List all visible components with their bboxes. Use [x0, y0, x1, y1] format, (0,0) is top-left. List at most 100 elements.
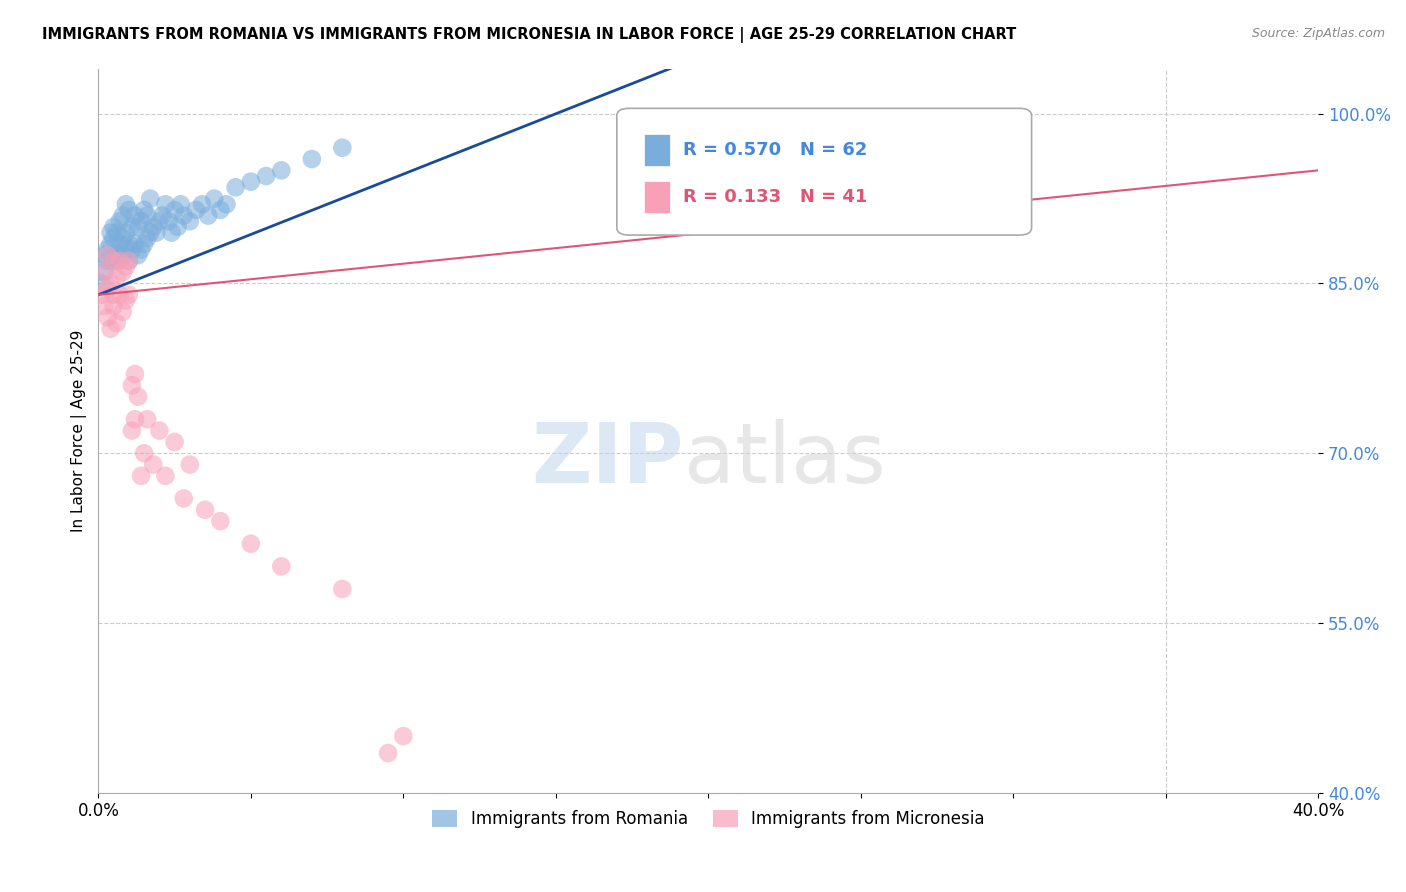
Point — [114, 197, 136, 211]
Point — [100, 277, 122, 291]
Point — [173, 491, 195, 506]
Point — [103, 253, 125, 268]
Point — [129, 468, 152, 483]
Point — [148, 424, 170, 438]
Point — [132, 446, 155, 460]
Point — [93, 299, 115, 313]
Point — [118, 202, 141, 217]
Point — [111, 305, 134, 319]
Point — [127, 219, 149, 234]
Text: R = 0.570   N = 62: R = 0.570 N = 62 — [683, 141, 868, 159]
Point — [103, 231, 125, 245]
Point — [93, 248, 115, 262]
Point — [132, 202, 155, 217]
Point — [111, 209, 134, 223]
Point — [114, 260, 136, 274]
FancyBboxPatch shape — [617, 108, 1032, 235]
Point — [96, 248, 118, 262]
Point — [100, 226, 122, 240]
Point — [121, 378, 143, 392]
Point — [90, 288, 112, 302]
Point — [179, 458, 201, 472]
Point — [136, 231, 159, 245]
Point — [108, 236, 131, 251]
Point — [197, 209, 219, 223]
Point — [170, 197, 193, 211]
Point — [194, 503, 217, 517]
Legend: Immigrants from Romania, Immigrants from Micronesia: Immigrants from Romania, Immigrants from… — [426, 804, 991, 835]
Point — [124, 412, 146, 426]
Point — [111, 248, 134, 262]
Text: atlas: atlas — [683, 419, 886, 500]
Text: R = 0.133   N = 41: R = 0.133 N = 41 — [683, 187, 868, 206]
Point — [129, 243, 152, 257]
Point — [103, 219, 125, 234]
Point — [124, 209, 146, 223]
Point — [105, 226, 128, 240]
Point — [114, 226, 136, 240]
Point — [209, 202, 232, 217]
Point — [163, 434, 186, 449]
Point — [93, 265, 115, 279]
Point — [155, 197, 177, 211]
Point — [136, 412, 159, 426]
Text: Source: ZipAtlas.com: Source: ZipAtlas.com — [1251, 27, 1385, 40]
Point — [254, 169, 277, 183]
Point — [103, 288, 125, 302]
Point — [152, 209, 174, 223]
Point — [108, 288, 131, 302]
Point — [377, 746, 399, 760]
Point — [139, 192, 162, 206]
Point — [239, 175, 262, 189]
Point — [96, 253, 118, 268]
Point — [103, 253, 125, 268]
Point — [225, 180, 247, 194]
Point — [145, 226, 167, 240]
Point — [118, 288, 141, 302]
Point — [118, 253, 141, 268]
Point — [239, 537, 262, 551]
Point — [184, 202, 207, 217]
Point — [301, 152, 323, 166]
Point — [215, 197, 238, 211]
Point — [100, 322, 122, 336]
FancyBboxPatch shape — [644, 181, 671, 213]
Point — [93, 265, 115, 279]
Point — [100, 236, 122, 251]
Point — [155, 468, 177, 483]
Point — [132, 236, 155, 251]
Point — [111, 265, 134, 279]
Point — [142, 458, 165, 472]
Point — [121, 219, 143, 234]
Point — [173, 209, 195, 223]
Point — [142, 219, 165, 234]
Point — [90, 277, 112, 291]
Text: ZIP: ZIP — [531, 419, 683, 500]
Y-axis label: In Labor Force | Age 25-29: In Labor Force | Age 25-29 — [72, 329, 87, 532]
Point — [96, 243, 118, 257]
Point — [330, 141, 353, 155]
Point — [392, 729, 415, 743]
Point — [103, 299, 125, 313]
Point — [127, 390, 149, 404]
Point — [105, 248, 128, 262]
Point — [191, 197, 214, 211]
Text: IMMIGRANTS FROM ROMANIA VS IMMIGRANTS FROM MICRONESIA IN LABOR FORCE | AGE 25-29: IMMIGRANTS FROM ROMANIA VS IMMIGRANTS FR… — [42, 27, 1017, 43]
Point — [148, 214, 170, 228]
Point — [163, 202, 186, 217]
Point — [118, 236, 141, 251]
Point — [96, 282, 118, 296]
Point — [330, 582, 353, 596]
Point — [166, 219, 188, 234]
Point — [139, 226, 162, 240]
Point — [108, 253, 131, 268]
Point — [105, 270, 128, 285]
Point — [179, 214, 201, 228]
Point — [129, 214, 152, 228]
Point — [136, 209, 159, 223]
Point — [118, 253, 141, 268]
Point — [114, 243, 136, 257]
Point — [209, 514, 232, 528]
Point — [111, 231, 134, 245]
Point — [124, 236, 146, 251]
